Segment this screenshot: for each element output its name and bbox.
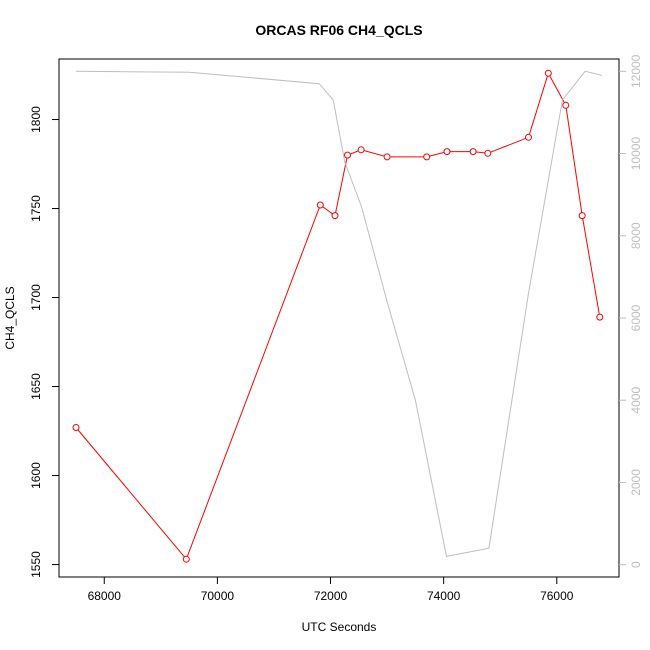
data-point	[469, 148, 477, 156]
y-axis-left: 1550 1600 1650 1700 1750 1800	[29, 106, 59, 578]
data-point	[182, 555, 190, 563]
y-tick-label: 1650	[29, 373, 43, 400]
y-tick-label: 1600	[29, 462, 43, 489]
data-point	[331, 212, 339, 220]
x-tick-label: 72000	[314, 589, 348, 603]
data-point	[357, 146, 365, 154]
data-point	[383, 153, 391, 161]
data-point	[596, 313, 604, 321]
data-point	[525, 133, 532, 141]
x-tick-label: 74000	[427, 589, 461, 603]
y2-tick-label: 4000	[629, 387, 643, 414]
y-axis-right: 0 2000 4000 6000 8000 10000 12000	[619, 54, 643, 568]
y-axis-label: CH4_QCLS	[3, 286, 17, 349]
chart-title: ORCAS RF06 CH4_QCLS	[255, 22, 422, 38]
series-layer	[72, 69, 604, 563]
y-tick-label: 1800	[29, 106, 43, 133]
y-tick-label: 1700	[29, 284, 43, 311]
y2-tick-label: 10000	[629, 137, 643, 171]
x-axis: 68000 70000 72000 74000 76000	[88, 577, 574, 603]
series-line-ch4	[75, 71, 601, 561]
data-point	[316, 201, 324, 209]
y2-tick-label: 6000	[629, 304, 643, 331]
y-tick-label: 1750	[29, 195, 43, 222]
data-point	[562, 101, 570, 109]
x-tick-label: 68000	[88, 589, 122, 603]
y-tick-label: 1550	[29, 551, 43, 578]
y2-tick-label: 12000	[629, 54, 643, 88]
data-point	[72, 424, 80, 431]
data-point	[484, 149, 492, 157]
y2-tick-label: 2000	[629, 469, 643, 496]
data-point	[544, 69, 552, 77]
x-axis-label: UTC Seconds	[302, 620, 377, 634]
data-point	[443, 148, 451, 156]
data-point	[578, 212, 586, 220]
series-line-altitude	[75, 70, 603, 557]
data-point	[423, 153, 431, 161]
y2-tick-label: 0	[629, 561, 643, 568]
x-tick-label: 76000	[540, 589, 574, 603]
y2-tick-label: 8000	[629, 222, 643, 249]
x-tick-label: 70000	[201, 589, 235, 603]
data-point	[344, 151, 351, 159]
